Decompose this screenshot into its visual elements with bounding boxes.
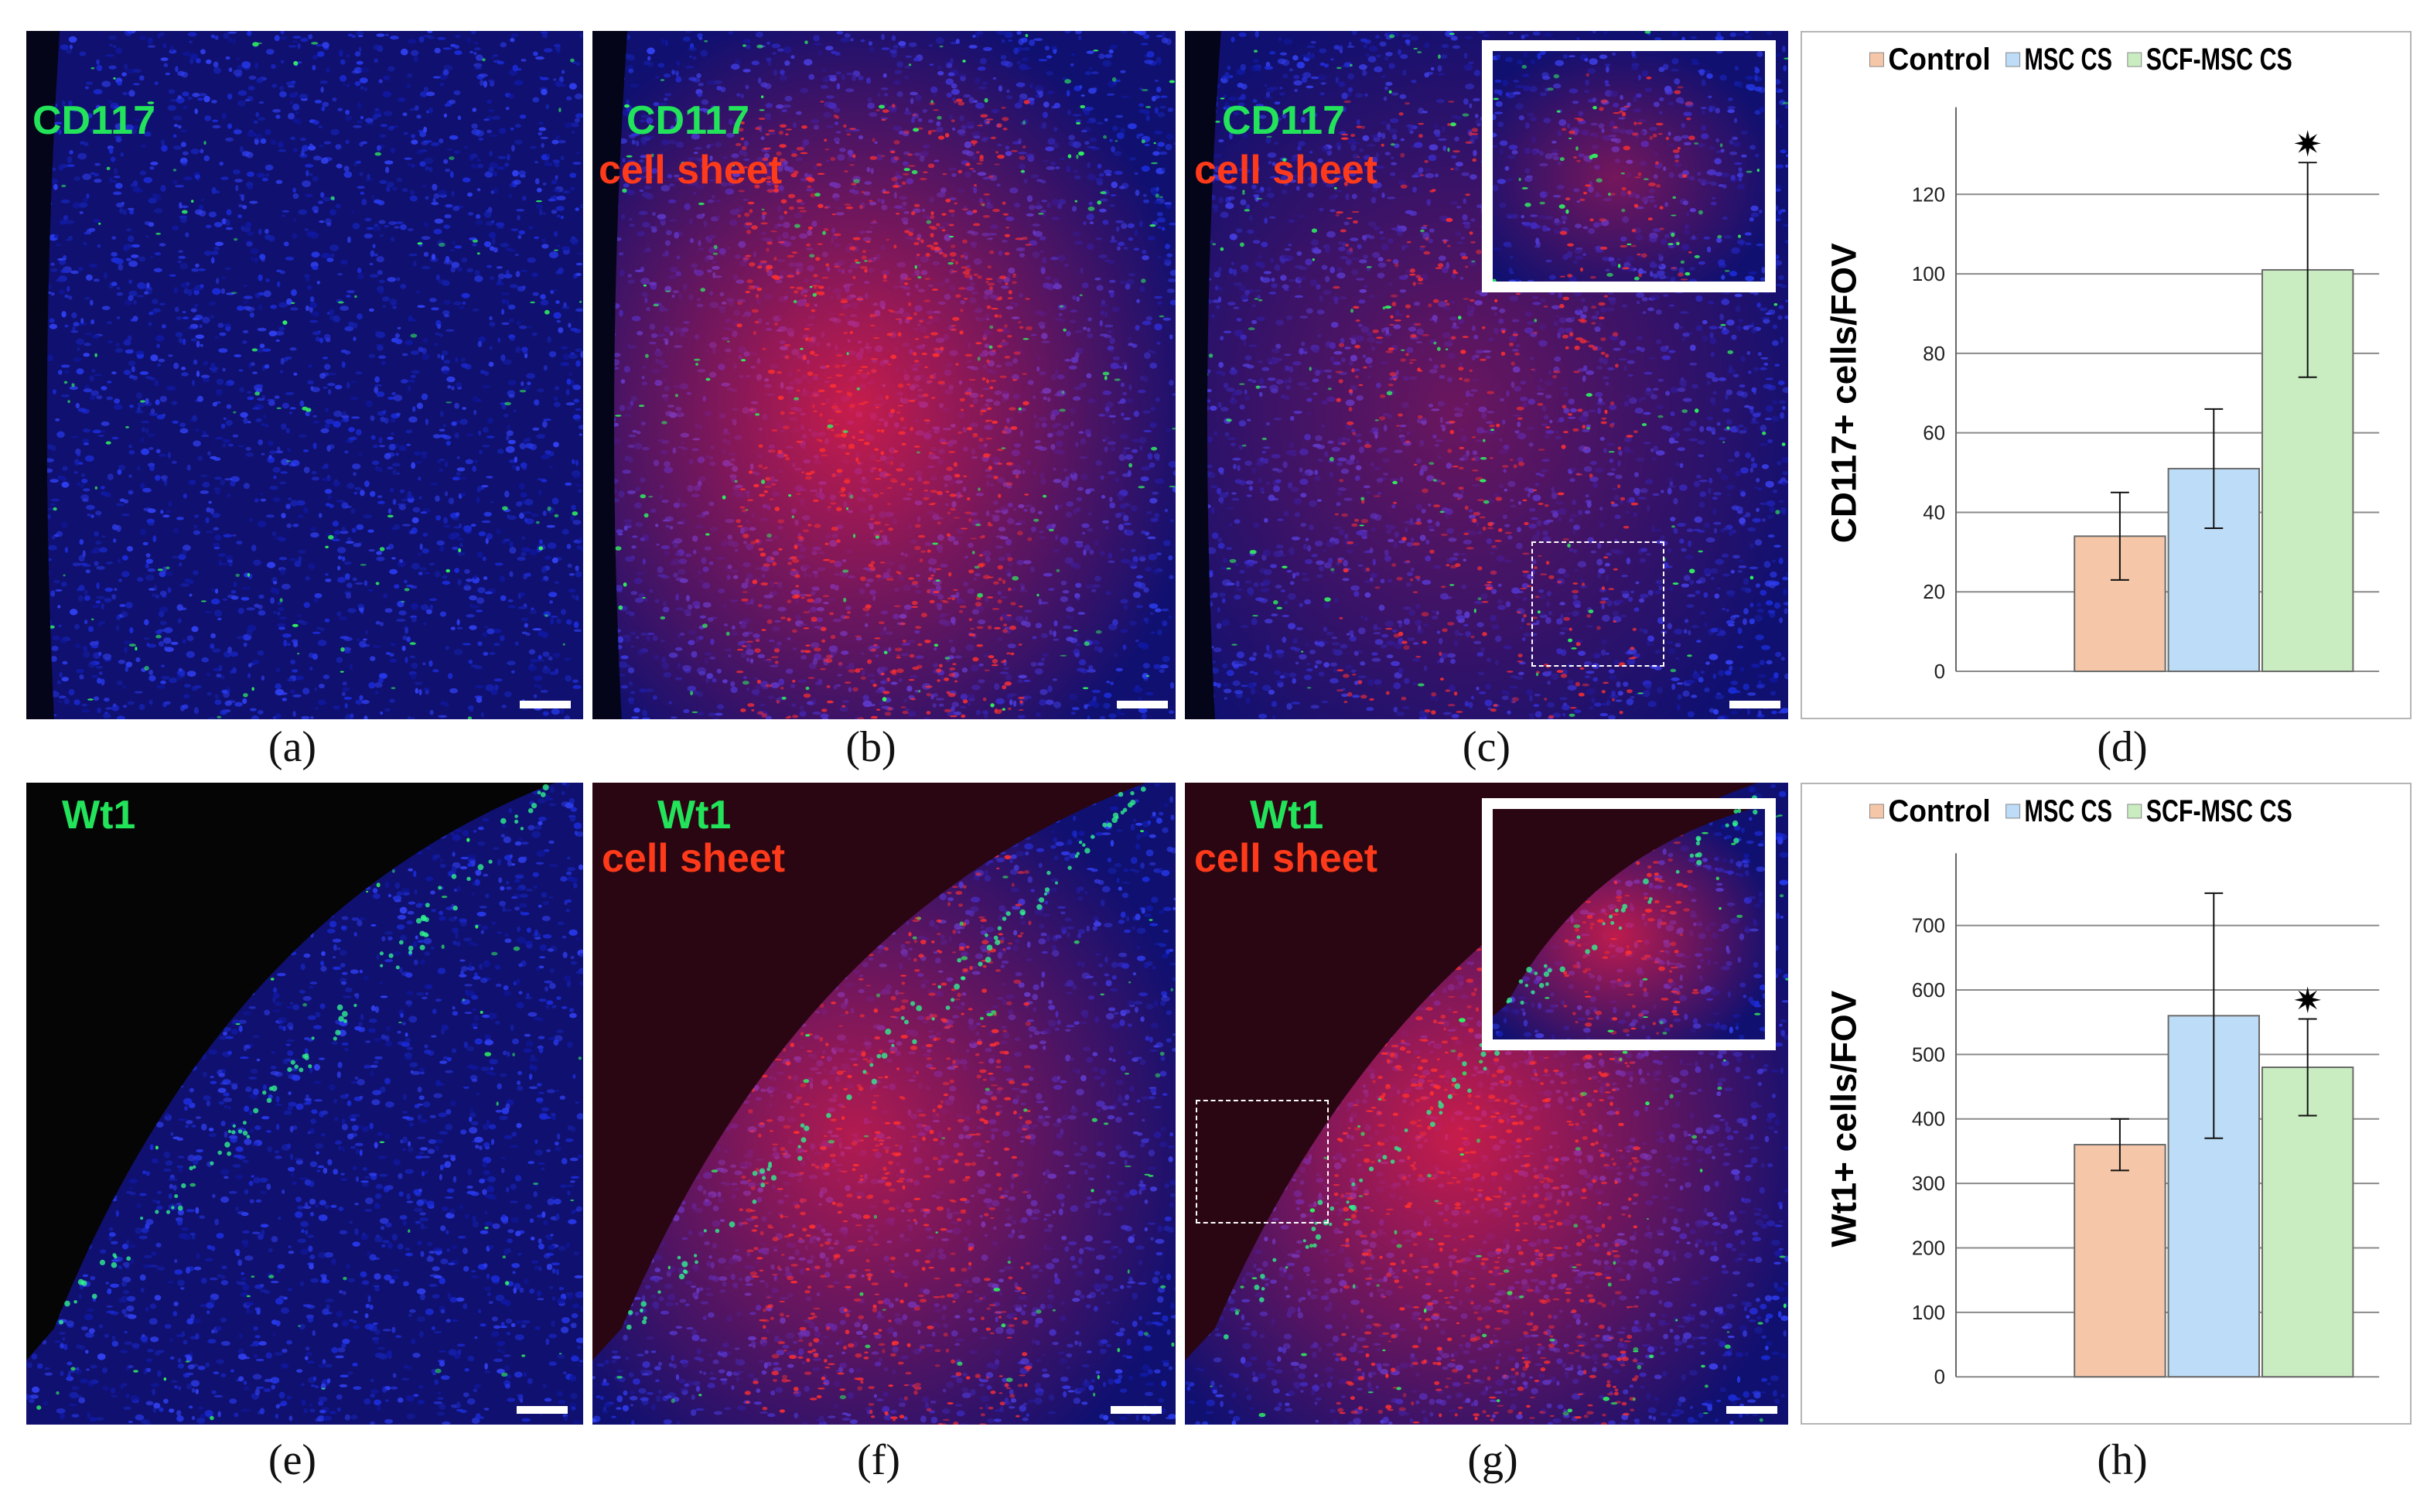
y-tick-label: 120 [1912, 184, 1945, 206]
y-tick-label: 200 [1912, 1237, 1945, 1259]
y-tick-label: 300 [1912, 1173, 1945, 1195]
legend-entry: SCF-MSC CS [2146, 794, 2292, 828]
cell-sheet-label: cell sheet [602, 836, 786, 881]
bar-scf-msc-cs [2261, 1067, 2354, 1378]
y-tick-label: 0 [1934, 661, 1945, 683]
y-tick-label: 60 [1923, 423, 1945, 445]
panel-caption-d: (d) [2097, 723, 2148, 771]
cell-sheet-label: cell sheet [599, 148, 783, 193]
panel-caption-c: (c) [1462, 723, 1511, 771]
legend-swatch [2127, 52, 2142, 67]
y-tick-label: 700 [1912, 916, 1945, 937]
bar-chart-cd117: 0 20 40 60 80 100 120 CD117+ cells/FOV ✷ Control M… [1801, 31, 2412, 719]
y-axis-title: CD117+ cells/FOV [1825, 243, 1864, 543]
region-of-interest-box [1196, 1100, 1329, 1224]
legend-swatch [2127, 804, 2142, 819]
scale-bar [520, 701, 571, 708]
stain-label: Wt1 [657, 793, 732, 838]
inset-image [1493, 809, 1765, 1039]
region-of-interest-box [1531, 541, 1664, 667]
chart-d-svg: 0 20 40 60 80 100 120 CD117+ cells/FOV ✷ Control M… [1825, 43, 2380, 683]
y-tick-label: 100 [1912, 1302, 1945, 1324]
panel-caption-h: (h) [2097, 1436, 2148, 1484]
cell-sheet-label: cell sheet [1194, 836, 1378, 881]
y-tick-label: 400 [1912, 1109, 1945, 1131]
inset-image [1493, 51, 1765, 282]
y-tick-label: 500 [1912, 1044, 1945, 1066]
bar-chart-wt1: 0 100 200 300 400 500 600 700 Wt1+ cells/FOV ✷ Con… [1801, 783, 2412, 1425]
legend-entry: MSC CS [2025, 43, 2112, 77]
panel-caption-a: (a) [268, 723, 317, 771]
panel-caption-f: (f) [857, 1436, 900, 1484]
micrograph-g-image [1185, 783, 1788, 1425]
y-tick-label: 600 [1912, 980, 1945, 1002]
legend-entry: MSC CS [2025, 794, 2112, 828]
significance-marker: ✷ [2293, 981, 2323, 1022]
micrograph-b-image [592, 31, 1176, 719]
chart-h-svg: 0 100 200 300 400 500 600 700 Wt1+ cells/FOV ✷ Con… [1825, 794, 2380, 1388]
legend-swatch [1869, 804, 1884, 819]
micrograph-a: CD117 [26, 31, 583, 719]
legend-swatch [2005, 804, 2021, 819]
micrograph-f: Wt1 cell sheet [592, 783, 1176, 1425]
stain-label: CD117 [32, 98, 155, 143]
scale-bar [1729, 701, 1780, 708]
cell-sheet-label: cell sheet [1194, 148, 1378, 193]
scale-bar [1117, 701, 1168, 708]
y-axis-title: Wt1+ cells/FOV [1825, 990, 1864, 1247]
y-tick-label: 100 [1912, 264, 1945, 285]
bar-control [2074, 1144, 2166, 1378]
stain-label: CD117 [626, 98, 749, 143]
bar-control [2074, 535, 2166, 673]
magnified-inset [1482, 798, 1776, 1050]
stain-label: Wt1 [62, 793, 136, 838]
micrograph-a-image [26, 31, 583, 719]
micrograph-g: Wt1 cell sheet [1185, 783, 1788, 1425]
micrograph-c: CD117 cell sheet [1185, 31, 1788, 719]
scale-bar [1111, 1406, 1162, 1414]
stain-label: CD117 [1222, 98, 1345, 143]
stain-label: Wt1 [1250, 793, 1324, 838]
legend-entry: SCF-MSC CS [2146, 43, 2292, 77]
significance-marker: ✷ [2293, 124, 2323, 165]
micrograph-f-image [592, 783, 1176, 1425]
micrograph-b: CD117 cell sheet [592, 31, 1176, 719]
y-tick-label: 0 [1934, 1367, 1945, 1388]
panel-caption-g: (g) [1467, 1436, 1518, 1484]
panel-caption-b: (b) [845, 723, 896, 771]
legend-entry: Control [1888, 43, 1990, 77]
panel-caption-e: (e) [268, 1436, 317, 1484]
micrograph-e: Wt1 [26, 783, 583, 1425]
scale-bar [1726, 1406, 1777, 1414]
y-tick-label: 80 [1923, 343, 1945, 365]
y-tick-label: 20 [1923, 582, 1945, 603]
micrograph-e-image [26, 783, 583, 1425]
legend-entry: Control [1888, 794, 1990, 828]
magnified-inset [1482, 40, 1776, 292]
y-tick-label: 40 [1923, 502, 1945, 524]
legend-swatch [2005, 52, 2021, 67]
scale-bar [517, 1406, 568, 1414]
legend-swatch [1869, 52, 1884, 67]
